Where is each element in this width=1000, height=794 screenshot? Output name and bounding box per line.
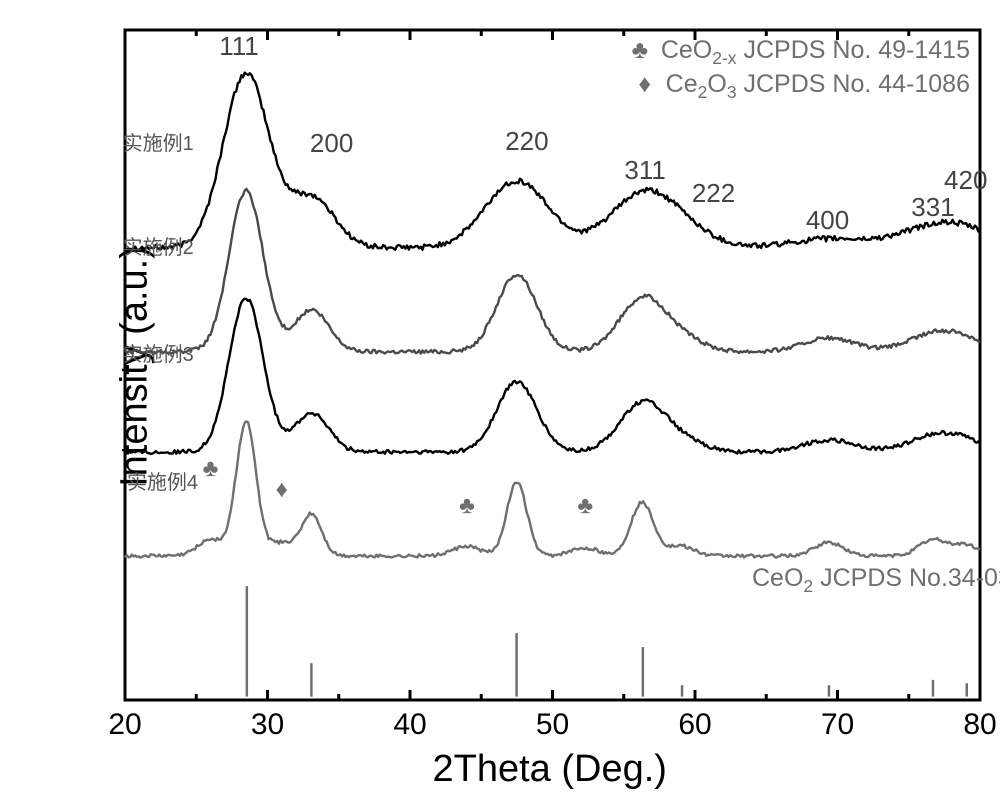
x-tick-label: 70 <box>821 708 854 742</box>
legend-symbol-icon: ♦ <box>631 70 659 99</box>
phase-symbol-icon: ♦ <box>276 476 288 504</box>
peak-label: 400 <box>806 205 849 236</box>
peak-label: 311 <box>624 155 665 186</box>
legend-item: ♦ Ce2O3 JCPDS No. 44-1086 <box>631 70 970 103</box>
legend-symbol-icon: ♣ <box>626 36 654 65</box>
x-tick-label: 40 <box>393 708 426 742</box>
figure-container: Intensity (a.u.) 2Theta (Deg.) 203040506… <box>0 0 1000 794</box>
curve-label: 实施例1 <box>123 127 194 156</box>
curve-label: 实施例3 <box>123 338 194 367</box>
x-tick-label: 60 <box>678 708 711 742</box>
peak-label: 200 <box>310 128 353 159</box>
xrd-plot <box>0 0 1000 794</box>
peak-label: 222 <box>692 178 735 209</box>
peak-label: 420 <box>944 165 987 196</box>
peak-label: 220 <box>505 126 548 157</box>
x-tick-label: 20 <box>108 708 141 742</box>
peak-label: 331 <box>911 192 954 223</box>
legend-item: ♣ CeO2-x JCPDS No. 49-1415 <box>626 36 970 69</box>
curve-label: 实施例2 <box>123 231 194 260</box>
x-tick-label: 80 <box>963 708 996 742</box>
peak-label: 111 <box>219 31 259 62</box>
phase-symbol-icon: ♣ <box>577 492 593 520</box>
reference-pattern-label: CeO2 JCPDS No.34-0394 <box>752 564 1000 597</box>
phase-symbol-icon: ♣ <box>203 455 219 483</box>
phase-symbol-icon: ♣ <box>459 492 475 520</box>
x-tick-label: 50 <box>536 708 569 742</box>
x-tick-label: 30 <box>251 708 284 742</box>
curve-label: 实施例4 <box>127 466 198 495</box>
